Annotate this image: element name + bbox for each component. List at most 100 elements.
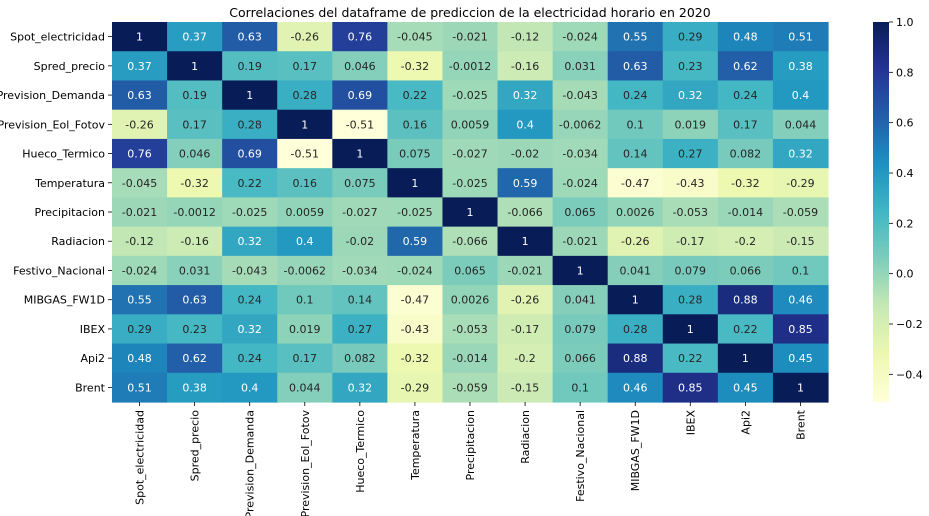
heatmap-cell	[442, 255, 499, 286]
heatmap-cell	[497, 285, 554, 315]
colorbar-tick-label: 1.0	[896, 16, 914, 29]
heatmap-cell	[112, 285, 168, 315]
y-tick-label: Brent	[75, 381, 106, 394]
cell-annotation: -0.014	[452, 352, 487, 365]
cell-annotation: 0.046	[179, 148, 211, 161]
y-tick-label: MIBGAS_FW1D	[24, 294, 105, 307]
cell-annotation: 0.45	[788, 352, 813, 365]
heatmap-cell	[772, 109, 829, 140]
cell-annotation: -0.024	[122, 264, 157, 277]
cell-annotation: -0.021	[122, 206, 157, 219]
cell-annotation: 0.044	[289, 381, 321, 394]
heatmap-cell	[222, 343, 278, 374]
cell-annotation: 0.48	[733, 31, 758, 44]
x-tick-label: Brent	[794, 409, 807, 440]
cell-annotation: -0.47	[621, 177, 649, 190]
cell-annotation: -0.053	[673, 206, 708, 219]
cell-annotation: 0.082	[344, 352, 376, 365]
x-tick-label: Temperatura	[409, 410, 422, 481]
heatmap-cell	[772, 197, 829, 228]
cell-annotation: 0.69	[237, 148, 262, 161]
heatmap-cell	[717, 372, 774, 403]
cell-annotation: -0.2	[735, 235, 756, 248]
heatmap-cell	[717, 51, 774, 82]
heatmap-cell	[772, 226, 829, 257]
cell-annotation: -0.26	[511, 294, 539, 307]
heatmap-cell	[772, 285, 829, 315]
cell-annotation: 0.16	[403, 118, 428, 131]
heatmap-cell	[497, 255, 554, 286]
heatmap-cell	[332, 285, 388, 315]
cell-annotation: 0.29	[127, 323, 152, 336]
heatmap-cell	[387, 197, 444, 228]
heatmap-cell	[167, 255, 223, 286]
heatmap-cell	[717, 255, 774, 286]
cell-annotation: 1	[522, 235, 529, 248]
heatmap-cell	[167, 138, 223, 169]
x-tick-label: Festivo_Nacional	[574, 410, 587, 502]
cell-annotation: 0.17	[293, 352, 318, 365]
cell-annotation: 0.32	[513, 89, 538, 102]
heatmap-cell	[167, 314, 223, 345]
heatmap-cell	[717, 343, 774, 374]
heatmap-cell	[662, 22, 719, 52]
heatmap-cell	[332, 343, 388, 374]
heatmap-cell	[332, 138, 388, 169]
cell-annotation: 1	[411, 177, 418, 190]
cell-annotation: -0.32	[401, 352, 429, 365]
heatmap-cell	[387, 226, 444, 257]
heatmap-cell	[277, 168, 333, 198]
cell-annotation: -0.025	[397, 206, 432, 219]
cell-annotation: -0.043	[232, 264, 267, 277]
heatmap-cell	[497, 197, 554, 228]
cell-annotation: -0.045	[397, 31, 432, 44]
x-tick-label: Hueco_Termico	[354, 410, 367, 493]
heatmap-cell	[222, 372, 278, 403]
y-tick-label: Festivo_Nacional	[13, 264, 105, 277]
cell-annotation: 0.24	[237, 294, 262, 307]
heatmap-cell	[662, 226, 719, 257]
cell-annotation: -0.014	[728, 206, 763, 219]
heatmap-cell	[222, 285, 278, 315]
heatmap-cell	[497, 226, 554, 257]
heatmap-cell	[167, 197, 223, 228]
cell-annotation: 0.1	[296, 294, 314, 307]
heatmap-cell	[277, 314, 333, 345]
cell-annotation: 0.85	[678, 381, 703, 394]
heatmap-cell	[222, 51, 278, 82]
cell-annotation: 0.19	[182, 89, 207, 102]
cell-annotation: 0.37	[127, 60, 152, 73]
heatmap-cell	[607, 197, 664, 228]
heatmap-cell	[387, 255, 444, 286]
heatmap-cell	[772, 80, 829, 111]
y-tick-label: Precipitacion	[35, 206, 106, 219]
y-tick-label: Hueco_Termico	[22, 148, 105, 161]
cell-annotation: -0.024	[562, 177, 597, 190]
cell-annotation: 0.59	[403, 235, 428, 248]
cell-annotation: -0.059	[452, 381, 487, 394]
cell-annotation: -0.024	[397, 264, 432, 277]
heatmap-cell	[662, 372, 719, 403]
cell-annotation: 0.17	[733, 118, 758, 131]
cell-annotation: 1	[356, 148, 363, 161]
heatmap-cell	[497, 168, 554, 198]
cell-annotation: 0.0026	[616, 206, 655, 219]
heatmap-cell	[552, 226, 609, 257]
heatmap-cell	[717, 80, 774, 111]
cell-annotation: -0.025	[232, 206, 267, 219]
cell-annotation: 1	[797, 381, 804, 394]
y-tick-label: Prevision_Demanda	[0, 89, 105, 102]
y-tick-label: Spot_electricidad	[10, 31, 105, 44]
heatmap-cell	[222, 80, 278, 111]
heatmap-cell	[442, 80, 499, 111]
heatmap-cell	[222, 226, 278, 257]
cell-annotation: 0.46	[623, 381, 648, 394]
cell-annotation: -0.16	[180, 235, 208, 248]
heatmap-cell	[552, 372, 609, 403]
cell-annotation: -0.17	[511, 323, 539, 336]
heatmap-cell	[662, 138, 719, 169]
heatmap-cell	[222, 109, 278, 140]
heatmap-cell	[442, 197, 499, 228]
x-tick-label: Radiacion	[519, 410, 532, 464]
cell-annotation: 0.17	[293, 60, 318, 73]
